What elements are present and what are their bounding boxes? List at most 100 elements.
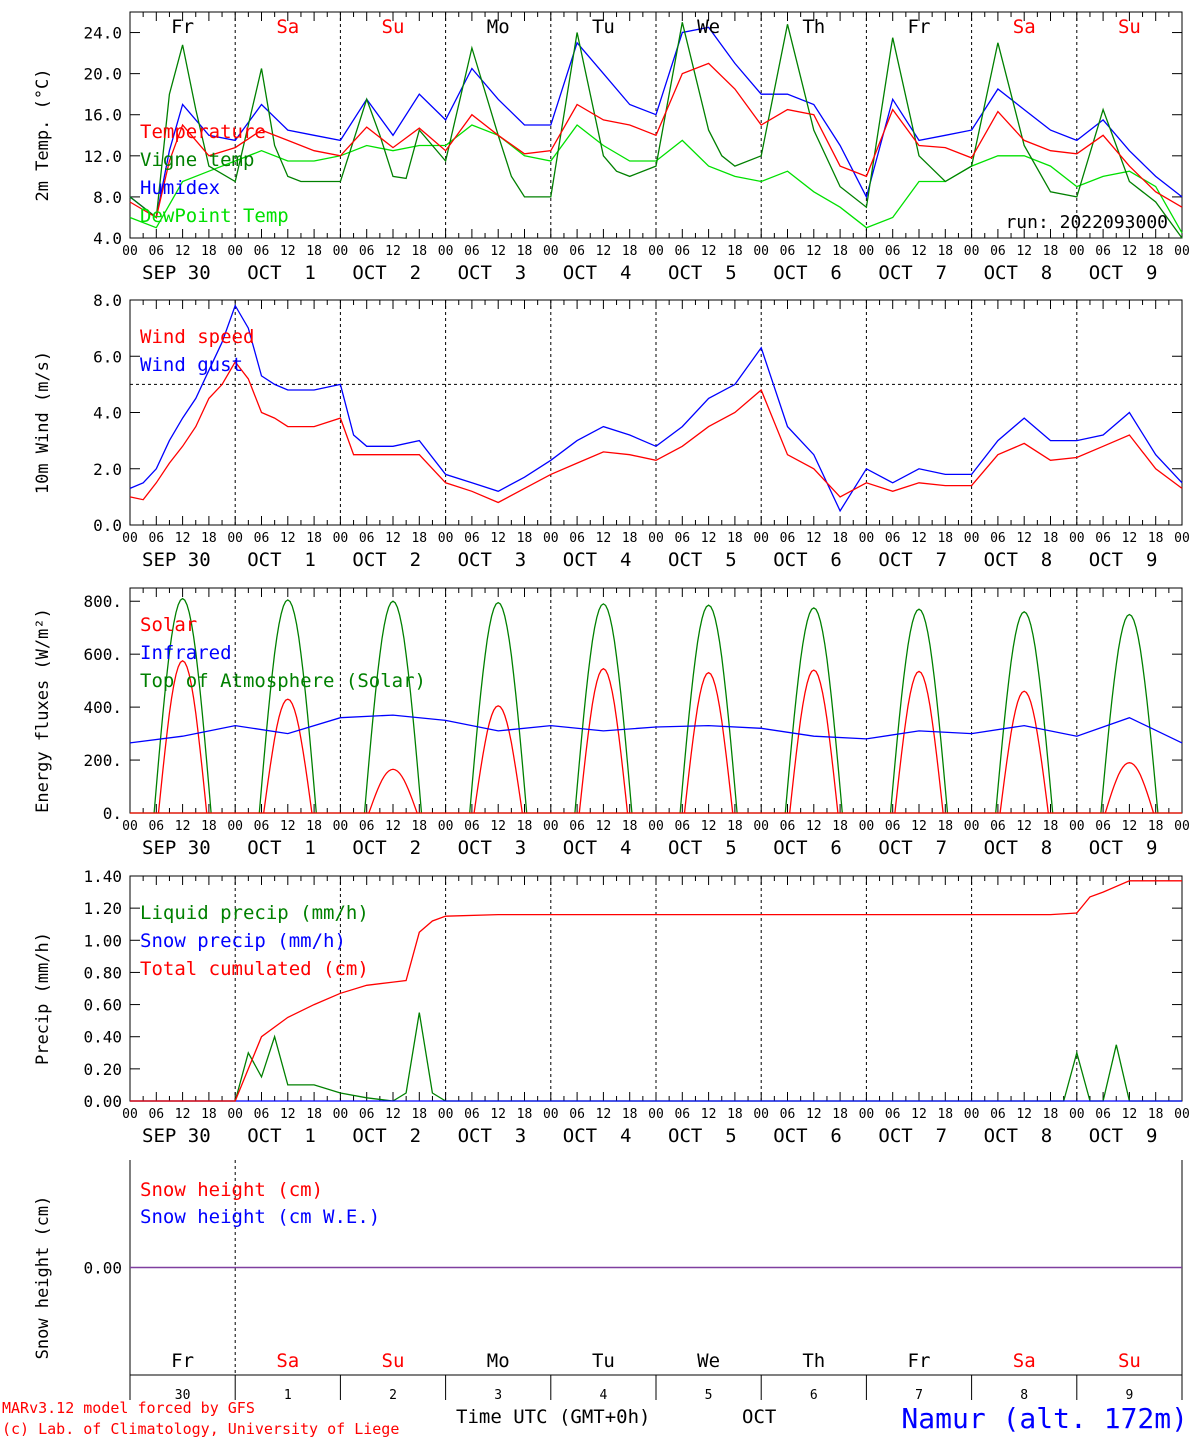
- date-label: OCT 7: [878, 837, 947, 859]
- hour-tick-label: 06: [780, 531, 796, 546]
- legend-entry: Solar: [140, 614, 197, 636]
- hour-tick-label: 06: [1095, 531, 1111, 546]
- hour-tick-label: 00: [964, 244, 980, 259]
- date-label: OCT 8: [984, 549, 1053, 571]
- hour-tick-label: 12: [596, 244, 612, 259]
- day-number-label: 9: [1125, 1388, 1133, 1403]
- hour-tick-label: 06: [254, 819, 270, 834]
- series-line-solar: [894, 670, 944, 814]
- legend-entry: Total cumulated (cm): [140, 958, 369, 980]
- hour-tick-label: 18: [306, 244, 322, 259]
- date-label: OCT 5: [668, 1125, 737, 1147]
- hour-tick-label: 18: [201, 244, 217, 259]
- date-label: OCT 1: [247, 549, 316, 571]
- hour-tick-label: 06: [674, 819, 690, 834]
- hour-tick-label: 18: [1148, 1107, 1164, 1122]
- series-line-dewpoint-temp: [129, 124, 1183, 234]
- weekday-label: Sa: [276, 16, 299, 38]
- hour-tick-label: 12: [385, 819, 401, 834]
- hour-tick-label: 00: [543, 819, 559, 834]
- y-tick-label: 20.0: [83, 65, 122, 84]
- hour-tick-label: 18: [1043, 1107, 1059, 1122]
- hour-tick-label: 18: [201, 819, 217, 834]
- hour-tick-label: 18: [306, 531, 322, 546]
- date-label: OCT 2: [352, 837, 421, 859]
- weekday-label: We: [697, 1350, 720, 1372]
- series-line-solar: [789, 669, 839, 814]
- y-tick-label: 0.0: [93, 516, 122, 535]
- hour-tick-label: 00: [1069, 244, 1085, 259]
- hour-tick-label: 18: [1043, 531, 1059, 546]
- legend-entry: Liquid precip (mm/h): [140, 902, 369, 924]
- hour-tick-label: 18: [937, 244, 953, 259]
- hour-tick-label: 00: [648, 819, 664, 834]
- hour-tick-label: 18: [517, 819, 533, 834]
- hour-tick-label: 18: [622, 531, 638, 546]
- y-tick-label: 4.0: [93, 404, 122, 423]
- hour-tick-label: 18: [517, 1107, 533, 1122]
- legend-entry: Temperature: [140, 121, 266, 143]
- series-line-toa-solar: [574, 603, 633, 814]
- legend-entry: Vigne temp: [140, 149, 254, 171]
- hour-tick-label: 00: [333, 819, 349, 834]
- series-line-solar: [263, 698, 313, 814]
- hour-tick-label: 18: [727, 244, 743, 259]
- series-line-vigne-temp: [129, 22, 1183, 239]
- date-label: OCT 5: [668, 549, 737, 571]
- x-axis-label: Time UTC (GMT+0h): [456, 1406, 650, 1428]
- series-line-solar: [473, 705, 523, 814]
- day-number-label: 7: [915, 1388, 923, 1403]
- date-label: OCT 2: [352, 1125, 421, 1147]
- hour-tick-label: 18: [832, 531, 848, 546]
- hour-tick-label: 00: [1069, 819, 1085, 834]
- day-number-label: 5: [705, 1388, 713, 1403]
- hour-tick-label: 12: [806, 819, 822, 834]
- y-tick-label: 800.: [83, 592, 122, 611]
- station-label: Namur (alt. 172m): [901, 1402, 1188, 1435]
- weekday-label: Su: [1118, 16, 1141, 38]
- hour-tick-label: 12: [596, 819, 612, 834]
- y-tick-label: 200.: [83, 751, 122, 770]
- hour-tick-label: 00: [648, 531, 664, 546]
- hour-tick-label: 00: [859, 819, 875, 834]
- hour-tick-label: 12: [385, 531, 401, 546]
- weekday-label: Sa: [1013, 16, 1036, 38]
- hour-tick-label: 12: [385, 244, 401, 259]
- hour-tick-label: 00: [964, 819, 980, 834]
- y-axis-label: 10m Wind (m/s): [33, 351, 53, 494]
- y-tick-label: 12.0: [83, 147, 122, 166]
- series-line-solar: [683, 671, 734, 814]
- hour-tick-label: 06: [780, 1107, 796, 1122]
- hour-tick-label: 12: [911, 244, 927, 259]
- date-label: SEP 30: [142, 262, 211, 284]
- hour-tick-label: 00: [648, 1107, 664, 1122]
- date-label: OCT 7: [878, 549, 947, 571]
- month-label: OCT: [742, 1406, 776, 1428]
- hour-tick-label: 06: [990, 819, 1006, 834]
- y-axis-label: Snow height (cm): [33, 1196, 53, 1360]
- series-line-solar: [578, 667, 629, 814]
- weekday-label: Sa: [1013, 1350, 1036, 1372]
- y-tick-label: 0.20: [83, 1060, 122, 1079]
- y-tick-label: 0.60: [83, 996, 122, 1015]
- lab-credit: (c) Lab. of Climatology, University of L…: [2, 1420, 399, 1438]
- hour-tick-label: 06: [569, 1107, 585, 1122]
- y-axis-label: Energy fluxes (W/m²): [33, 608, 53, 813]
- day-number-label: 30: [175, 1388, 191, 1403]
- hour-tick-label: 00: [1174, 244, 1190, 259]
- hour-tick-label: 18: [201, 1107, 217, 1122]
- hour-tick-label: 00: [122, 531, 138, 546]
- hour-tick-label: 06: [885, 244, 901, 259]
- hour-tick-label: 06: [148, 1107, 164, 1122]
- hour-tick-label: 12: [806, 1107, 822, 1122]
- date-label: OCT 2: [352, 549, 421, 571]
- hour-tick-label: 12: [490, 531, 506, 546]
- hour-tick-label: 00: [543, 1107, 559, 1122]
- series-line-total-cumulated-cm-: [130, 880, 1182, 1102]
- hour-tick-label: 06: [254, 1107, 270, 1122]
- weekday-label: Su: [382, 1350, 405, 1372]
- day-number-label: 1: [284, 1388, 292, 1403]
- hour-tick-label: 06: [464, 819, 480, 834]
- date-label: OCT 6: [773, 837, 842, 859]
- hour-tick-label: 12: [175, 819, 191, 834]
